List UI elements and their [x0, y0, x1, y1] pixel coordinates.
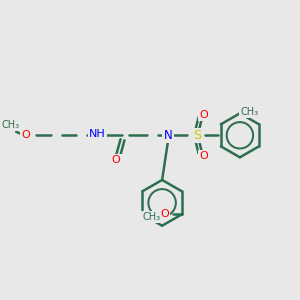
Text: NH: NH: [89, 129, 106, 139]
Text: N: N: [164, 129, 172, 142]
Text: CH₃: CH₃: [240, 107, 258, 117]
Text: CH₃: CH₃: [2, 120, 20, 130]
Text: CH₃: CH₃: [142, 212, 160, 222]
Text: O: O: [200, 110, 208, 120]
Text: O: O: [112, 155, 120, 165]
Text: S: S: [193, 129, 201, 142]
Text: O: O: [200, 151, 208, 161]
Text: O: O: [21, 130, 30, 140]
Text: O: O: [160, 209, 169, 219]
